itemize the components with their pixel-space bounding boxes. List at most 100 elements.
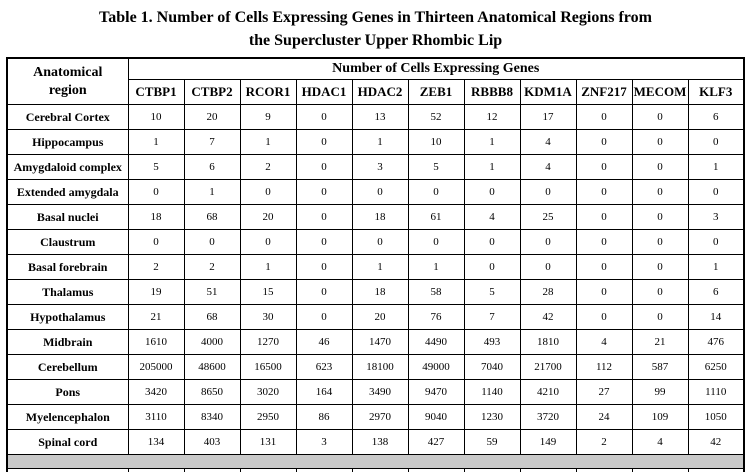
region-label: Basal nuclei [6, 204, 129, 231]
cell-value: 0 [295, 204, 353, 231]
table-head: Anatomical region Number of Cells Expres… [6, 57, 745, 106]
cell-value: 4 [631, 429, 689, 456]
cell-value: 3 [687, 204, 745, 231]
cell-value: 20 [351, 304, 409, 331]
cell-value: 0 [575, 279, 633, 306]
cell-value: 24 [575, 404, 633, 431]
cell-value: 20 [239, 204, 297, 231]
table-row: Extended amygdala 0 1 0 0 0 0 0 0 0 0 0 [6, 179, 745, 206]
region-label: Cerebellum [6, 354, 129, 381]
separator-band [6, 454, 745, 470]
cell-value: 8650 [183, 379, 241, 406]
cell-value: 6 [183, 154, 241, 181]
cell-value: 403 [183, 429, 241, 456]
cell-value: 76 [407, 304, 465, 331]
cell-value: 5 [463, 279, 521, 306]
gene-column-header: HDAC2 [351, 79, 409, 106]
gene-column-header: RCOR1 [239, 79, 297, 106]
table-title-line-2: the Supercluster Upper Rhombic Lip [248, 32, 503, 50]
cell-value: 1 [687, 154, 745, 181]
cell-value: 1470 [351, 329, 409, 356]
cell-value: 4210 [519, 379, 577, 406]
region-label: Spinal cord [6, 429, 129, 456]
cell-value: 109 [631, 404, 689, 431]
cell-value: 46 [295, 329, 353, 356]
gene-column-header: CTBP1 [127, 79, 185, 106]
cell-value: 1 [183, 179, 241, 206]
cell-value: 3020 [239, 379, 297, 406]
cell-value: 7 [183, 129, 241, 156]
cell-value: 10 [407, 129, 465, 156]
cell-value: 0 [463, 179, 521, 206]
cell-value: 427 [407, 429, 465, 456]
region-label: Hippocampus [6, 129, 129, 156]
cell-value: 52 [407, 104, 465, 131]
cell-value: 0 [295, 254, 353, 281]
cell-value: 0 [127, 179, 185, 206]
cell-value: 0 [575, 254, 633, 281]
table-title: Table 1. Number of Cells Expressing Gene… [6, 6, 745, 52]
cell-value: 0 [407, 229, 465, 256]
cell-value: 9040 [407, 404, 465, 431]
cell-value: 1140 [463, 379, 521, 406]
cell-value: 1270 [239, 329, 297, 356]
cell-value: 0 [631, 254, 689, 281]
cell-value: 0 [575, 304, 633, 331]
cell-value: 0 [407, 179, 465, 206]
cell-value: 149 [519, 429, 577, 456]
cell-value: 99 [631, 379, 689, 406]
region-label: Claustrum [6, 229, 129, 256]
cell-value: 0 [631, 229, 689, 256]
cell-value: 0 [687, 129, 745, 156]
cell-value: 0 [295, 279, 353, 306]
region-label: Pons [6, 379, 129, 406]
cell-value: 0 [351, 179, 409, 206]
cell-value: 42 [687, 429, 745, 456]
cell-value: 1 [463, 154, 521, 181]
cell-value: 4 [519, 154, 577, 181]
cell-value: 0 [295, 229, 353, 256]
table-row: Hypothalamus 21 68 30 0 20 76 7 42 0 0 14 [6, 304, 745, 331]
cell-value: 13 [351, 104, 409, 131]
cell-value: 86 [295, 404, 353, 431]
cell-value: 10 [127, 104, 185, 131]
cell-value: 0 [295, 154, 353, 181]
cell-value: 0 [687, 229, 745, 256]
cell-value: 0 [295, 179, 353, 206]
total-row: Total Cells21335070216239499222624272690… [6, 468, 745, 472]
cell-value: 1 [239, 254, 297, 281]
cell-value: 3490 [351, 379, 409, 406]
cell-value: 1 [127, 129, 185, 156]
cell-value: 0 [519, 254, 577, 281]
cell-value: 20 [183, 104, 241, 131]
cell-value: 0 [463, 254, 521, 281]
region-label: Midbrain [6, 329, 129, 356]
cell-value: 28 [519, 279, 577, 306]
cell-value: 112 [575, 354, 633, 381]
gene-column-header: CTBP2 [183, 79, 241, 106]
cell-value: 1 [687, 254, 745, 281]
cell-value: 2 [183, 254, 241, 281]
table-row: Basal forebrain 2 2 1 0 1 1 0 0 0 0 1 [6, 254, 745, 281]
cell-value: 1 [351, 129, 409, 156]
region-label: Amygdaloid complex [6, 154, 129, 181]
cell-value: 0 [575, 204, 633, 231]
table-row: Cerebellum 205000 48600 16500 623 18100 49000 7… [6, 354, 745, 381]
cell-value: 42 [519, 304, 577, 331]
cell-value: 51 [183, 279, 241, 306]
cell-value: 0 [519, 179, 577, 206]
table-row: Myelencephalon 3110 8340 2950 86 2970 9040 1230… [6, 404, 745, 431]
cell-value: 68 [183, 304, 241, 331]
cell-value: 587 [631, 354, 689, 381]
table-row: Spinal cord 134 403 131 3 138 427 59 149 2 4 42 [6, 429, 745, 456]
cell-value: 14 [687, 304, 745, 331]
region-label: Extended amygdala [6, 179, 129, 206]
gene-column-header: RBBB8 [463, 79, 521, 106]
cell-value: 131 [239, 429, 297, 456]
cell-value: 5 [407, 154, 465, 181]
cell-value: 0 [575, 179, 633, 206]
cell-value: 0 [239, 229, 297, 256]
table-row: Pons 3420 8650 3020 164 3490 9470 1140 4210 27 99 1… [6, 379, 745, 406]
cells-table: Anatomical region Number of Cells Expres… [6, 57, 745, 472]
group-header-row: Anatomical region Number of Cells Expres… [6, 57, 745, 106]
